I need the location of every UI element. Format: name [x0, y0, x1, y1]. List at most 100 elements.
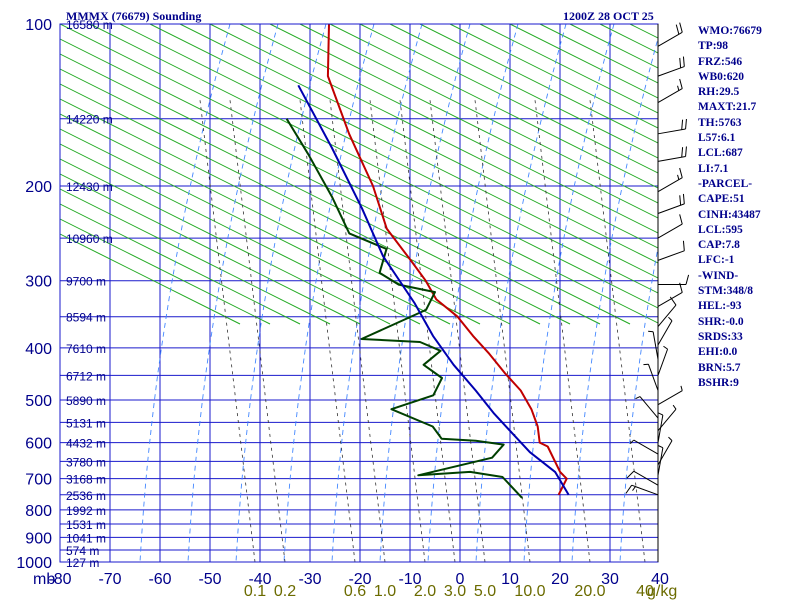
dry-adiabat: [60, 188, 331, 325]
mixing-ratio-line: [429, 99, 486, 562]
chart-datetime: 1200Z 28 OCT 25: [563, 9, 654, 23]
pressure-label: 700: [25, 472, 52, 489]
stat-line: WMO:76679: [698, 25, 762, 37]
wind-barb-flag: [685, 274, 690, 285]
pressure-label: 100: [25, 17, 52, 34]
mixing-unit-label: g/kg: [647, 583, 677, 600]
wind-barb-flag: [625, 484, 633, 494]
plot-area: [60, 24, 800, 562]
wind-barb: [635, 396, 659, 419]
moist-adiabat: [235, 24, 327, 562]
wind-barb-flag: [679, 167, 683, 178]
wind-barb-shaft: [657, 155, 686, 162]
mixing-ratio-line: [369, 99, 426, 562]
height-label: 9700 m: [66, 275, 106, 289]
dry-adiabat: [209, 24, 658, 249]
wind-barb-flag: [632, 486, 636, 491]
mixing-ratio-label: 20.0: [574, 583, 605, 600]
height-label: 5131 m: [66, 416, 106, 430]
dry-adiabat: [479, 24, 658, 114]
wind-barb-shaft: [657, 250, 685, 261]
stat-line: HEL:-93: [698, 300, 742, 313]
dry-adiabat: [780, 24, 800, 324]
dewpoint-profile: [285, 118, 523, 499]
stat-line: -WIND-: [698, 269, 739, 282]
wind-barb-flag: [635, 396, 641, 400]
dry-adiabat: [60, 128, 451, 325]
mixing-ratio-label: 2.0: [414, 583, 436, 600]
stat-line: RH:29.5: [698, 86, 740, 99]
dry-adiabat: [60, 203, 301, 325]
dry-adiabat: [60, 218, 271, 325]
wind-barb-flag: [679, 195, 682, 206]
moist-adiabat: [283, 24, 375, 562]
wind-barb-flag: [679, 78, 683, 89]
height-label: 10960 m: [66, 232, 113, 246]
moist-adiabat: [523, 24, 615, 562]
mixing-ratio-label: 0.6: [344, 583, 366, 600]
wind-barb: [657, 385, 683, 406]
mixing-ratio-line: [399, 99, 456, 562]
wind-barb: [658, 274, 690, 286]
wind-barb-shaft: [657, 177, 683, 193]
wind-barb-shaft: [657, 66, 685, 77]
wind-barb-shaft: [652, 331, 659, 360]
stat-line: CINH:43487: [698, 208, 761, 221]
pressure-label: 300: [25, 274, 52, 291]
dry-adiabat: [149, 24, 658, 279]
pressure-label: 800: [25, 503, 52, 520]
temperature-label: 0: [456, 571, 465, 588]
moist-adiabat: [331, 24, 423, 562]
wind-barb: [657, 146, 687, 162]
wind-barb: [657, 118, 687, 135]
wind-barb-flag: [672, 404, 677, 410]
stat-line: TP:98: [698, 40, 729, 53]
moist-adiabat: [571, 36, 658, 562]
pressure-label: 1000: [16, 555, 52, 572]
stat-line: LFC:-1: [698, 254, 735, 267]
wind-barb-flag: [682, 240, 685, 251]
moist-adiabat: [619, 245, 658, 562]
wind-barb: [657, 445, 664, 476]
temperature-label: -10: [398, 571, 421, 588]
dry-adiabat: [299, 24, 658, 204]
dry-adiabat: [60, 143, 421, 325]
stats-panel: WMO:76679 TP:98 FRZ:546 WB0:620 RH:29.5 MAXT:…: [698, 24, 762, 391]
dry-adiabat: [60, 53, 601, 325]
stat-line: BSHR:9: [698, 376, 739, 389]
dry-adiabat: [389, 24, 658, 159]
dry-adiabat: [359, 24, 658, 174]
wind-barb: [657, 56, 685, 77]
height-label: 6712 m: [66, 369, 106, 383]
wind-barb: [657, 240, 685, 261]
wind-barb-flag: [663, 345, 668, 350]
dry-adiabat: [60, 98, 511, 325]
wind-barb-shaft: [633, 439, 659, 455]
stat-line: SRDS:33: [698, 330, 743, 343]
wind-barb: [626, 470, 659, 486]
height-label: 127 m: [66, 556, 99, 570]
temperature-label: -80: [48, 571, 71, 588]
moist-adiabat: [187, 24, 279, 562]
stat-line: CAP:7.8: [698, 239, 740, 252]
wind-barb-shaft: [657, 223, 683, 239]
mixing-ratio-line: [329, 99, 386, 562]
height-label: 14220 m: [66, 113, 113, 127]
wind-barb-flag: [675, 24, 680, 35]
dry-adiabat: [60, 38, 631, 325]
wind-barb-flag: [679, 57, 682, 68]
dry-adiabat: [60, 233, 241, 325]
wind-barb-flag: [626, 470, 635, 479]
stat-line: -PARCEL-: [698, 177, 753, 190]
temperature-label: 10: [501, 571, 519, 588]
mixing-ratio-label: 0.1: [244, 583, 266, 600]
wind-barb-flag: [658, 445, 664, 449]
moist-adiabat: [427, 24, 519, 562]
dry-adiabat: [449, 24, 658, 129]
wind-barb: [657, 22, 683, 47]
dry-adiabat: [89, 24, 658, 309]
height-label: 1041 m: [66, 531, 106, 545]
wind-barb-flag: [677, 174, 680, 180]
wind-barb-shaft: [657, 31, 683, 47]
